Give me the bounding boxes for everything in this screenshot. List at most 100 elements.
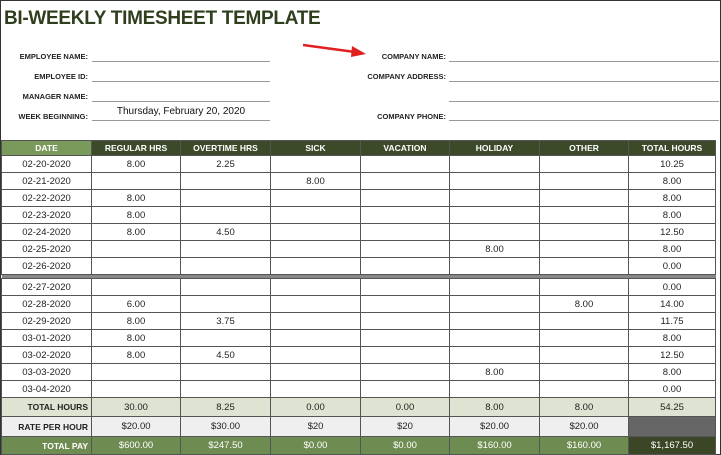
cell-holiday[interactable] (449, 223, 540, 241)
cell-regular-hrs[interactable]: 8.00 (91, 155, 181, 173)
cell-holiday[interactable] (449, 206, 540, 224)
cell-vacation[interactable] (360, 346, 450, 364)
cell-regular-hrs[interactable] (91, 240, 181, 258)
employee-id-field[interactable] (92, 67, 270, 82)
cell-holiday[interactable] (449, 189, 540, 207)
company-address-field-2[interactable] (449, 87, 719, 102)
cell-overtime-hrs[interactable] (180, 206, 271, 224)
cell-vacation[interactable] (360, 329, 450, 347)
cell-sick[interactable] (270, 206, 361, 224)
cell-vacation[interactable] (360, 240, 450, 258)
cell-vacation[interactable] (360, 278, 450, 296)
cell-other[interactable] (539, 257, 629, 275)
cell-sick[interactable] (270, 189, 361, 207)
cell-regular-hrs[interactable]: 8.00 (91, 312, 181, 330)
cell-vacation[interactable] (360, 295, 450, 313)
cell-sick[interactable] (270, 223, 361, 241)
cell-vacation[interactable] (360, 257, 450, 275)
cell-other[interactable] (539, 278, 629, 296)
cell-holiday[interactable] (449, 278, 540, 296)
manager-name-field[interactable] (92, 87, 270, 102)
cell-regular-hrs[interactable] (91, 257, 181, 275)
company-name-field[interactable] (449, 47, 719, 62)
cell-overtime-hrs[interactable] (180, 257, 271, 275)
cell-overtime-hrs[interactable]: 4.50 (180, 346, 271, 364)
cell-sick[interactable] (270, 346, 361, 364)
cell-overtime-hrs[interactable] (180, 278, 271, 296)
cell-vacation[interactable] (360, 172, 450, 190)
cell-regular-hrs[interactable]: 8.00 (91, 346, 181, 364)
cell-holiday[interactable] (449, 346, 540, 364)
cell-holiday[interactable] (449, 312, 540, 330)
cell-overtime-hrs[interactable]: 3.75 (180, 312, 271, 330)
cell-total-hours: 12.50 (628, 223, 716, 241)
cell-other[interactable] (539, 189, 629, 207)
cell-overtime-hrs[interactable] (180, 295, 271, 313)
cell-other[interactable] (539, 155, 629, 173)
cell-sick[interactable] (270, 329, 361, 347)
cell-holiday[interactable]: 8.00 (449, 240, 540, 258)
company-address-field[interactable] (449, 67, 719, 82)
cell-overtime-hrs[interactable]: 2.25 (180, 155, 271, 173)
cell-regular-hrs[interactable] (91, 380, 181, 398)
cell-holiday[interactable] (449, 172, 540, 190)
cell-other[interactable]: 8.00 (539, 295, 629, 313)
cell-other[interactable] (539, 363, 629, 381)
cell-regular-hrs[interactable]: 8.00 (91, 329, 181, 347)
cell-other[interactable] (539, 206, 629, 224)
cell-regular-hrs[interactable] (91, 363, 181, 381)
cell-regular-hrs: $600.00 (91, 436, 181, 455)
cell-regular-hrs[interactable]: 8.00 (91, 206, 181, 224)
cell-sick[interactable] (270, 363, 361, 381)
cell-sick[interactable] (270, 155, 361, 173)
cell-other[interactable] (539, 329, 629, 347)
cell-other[interactable] (539, 346, 629, 364)
cell-regular-hrs[interactable] (91, 172, 181, 190)
cell-holiday[interactable] (449, 155, 540, 173)
cell-sick[interactable]: 8.00 (270, 172, 361, 190)
cell-overtime-hrs[interactable]: 4.50 (180, 223, 271, 241)
cell-sick[interactable] (270, 295, 361, 313)
cell-holiday[interactable]: 8.00 (449, 363, 540, 381)
week-beginning-field[interactable]: Thursday, February 20, 2020 (92, 106, 270, 121)
cell-holiday[interactable] (449, 329, 540, 347)
cell-vacation[interactable] (360, 380, 450, 398)
cell-vacation[interactable] (360, 206, 450, 224)
company-phone-field[interactable] (449, 106, 719, 121)
cell-regular-hrs[interactable]: 8.00 (91, 189, 181, 207)
cell-holiday[interactable] (449, 257, 540, 275)
cell-holiday[interactable] (449, 380, 540, 398)
cell-sick[interactable] (270, 240, 361, 258)
table-row: 02-25-2020 8.00 8.00 (1, 240, 716, 258)
cell-overtime-hrs[interactable] (180, 172, 271, 190)
cell-sick[interactable] (270, 278, 361, 296)
cell-other: $20.00 (539, 416, 629, 437)
employee-id-label: EMPLOYEE ID: (34, 72, 88, 81)
employee-name-field[interactable] (92, 47, 270, 62)
cell-other[interactable] (539, 312, 629, 330)
cell-holiday: $20.00 (449, 416, 540, 437)
cell-vacation[interactable] (360, 363, 450, 381)
cell-overtime-hrs[interactable] (180, 329, 271, 347)
cell-overtime-hrs[interactable] (180, 240, 271, 258)
cell-regular-hrs[interactable] (91, 278, 181, 296)
cell-overtime-hrs: $247.50 (180, 436, 271, 455)
cell-vacation[interactable] (360, 189, 450, 207)
cell-total-hours: $1,167.50 (628, 436, 716, 455)
cell-vacation[interactable] (360, 155, 450, 173)
cell-other[interactable] (539, 223, 629, 241)
cell-other[interactable] (539, 172, 629, 190)
cell-sick[interactable] (270, 380, 361, 398)
cell-overtime-hrs[interactable] (180, 189, 271, 207)
cell-sick[interactable] (270, 312, 361, 330)
cell-regular-hrs[interactable]: 6.00 (91, 295, 181, 313)
cell-other[interactable] (539, 380, 629, 398)
cell-vacation[interactable] (360, 312, 450, 330)
cell-other[interactable] (539, 240, 629, 258)
cell-vacation[interactable] (360, 223, 450, 241)
cell-overtime-hrs[interactable] (180, 363, 271, 381)
cell-regular-hrs[interactable]: 8.00 (91, 223, 181, 241)
cell-holiday[interactable] (449, 295, 540, 313)
cell-overtime-hrs[interactable] (180, 380, 271, 398)
cell-sick[interactable] (270, 257, 361, 275)
